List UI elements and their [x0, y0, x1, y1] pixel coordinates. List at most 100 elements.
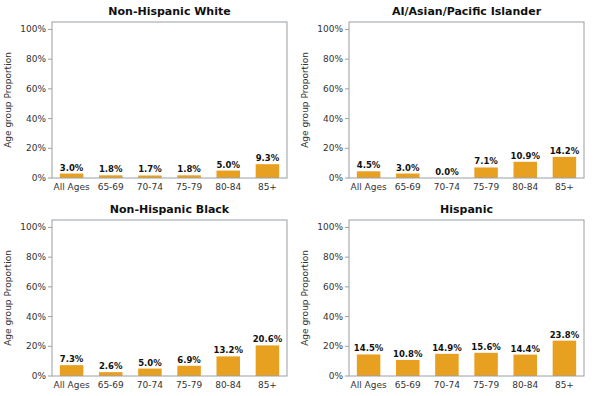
- chart-title: Hispanic: [440, 203, 493, 216]
- x-tick-label: 65-69: [98, 380, 124, 390]
- data-label: 7.3%: [60, 354, 84, 364]
- x-tick-label: 75-79: [176, 182, 202, 192]
- y-tick: [345, 257, 349, 258]
- x-tick-label: 70-74: [137, 182, 163, 192]
- data-label: 5.0%: [138, 358, 162, 368]
- plot-frame: [52, 22, 287, 178]
- y-axis-label: Age group Proportion: [3, 250, 13, 346]
- bar: [474, 353, 498, 376]
- bars: [357, 157, 576, 178]
- bar: [553, 341, 577, 376]
- y-tick: [48, 178, 52, 179]
- y-tick: [48, 257, 52, 258]
- y-tick: [48, 118, 52, 119]
- bar: [99, 372, 123, 376]
- y-tick: [345, 376, 349, 377]
- y-tick: [48, 316, 52, 317]
- bar: [256, 345, 280, 376]
- y-tick-label: 0%: [32, 371, 47, 381]
- y-tick-label: 40%: [26, 114, 46, 124]
- data-label: 14.4%: [511, 344, 541, 354]
- y-tick: [48, 148, 52, 149]
- data-label: 4.5%: [357, 160, 381, 170]
- data-label: 0.0%: [435, 167, 459, 177]
- data-label: 1.8%: [177, 164, 201, 174]
- y-tick-label: 20%: [323, 143, 343, 153]
- data-label: 5.0%: [216, 160, 240, 170]
- bar: [357, 171, 381, 178]
- data-label: 10.9%: [511, 151, 541, 161]
- x-tick-label: 75-79: [473, 182, 499, 192]
- x-tick-label: 80-84: [512, 182, 538, 192]
- y-tick-label: 100%: [20, 222, 46, 232]
- x-tick-label: 85+: [258, 182, 277, 192]
- data-label: 14.9%: [432, 343, 462, 353]
- y-tick-label: 80%: [323, 54, 343, 64]
- y-tick-label: 80%: [323, 252, 343, 262]
- y-tick: [48, 376, 52, 377]
- y-tick: [345, 29, 349, 30]
- bar: [217, 171, 241, 178]
- x-tick-label: 70-74: [434, 380, 460, 390]
- y-axis-label: Age group Proportion: [3, 52, 13, 148]
- data-label: 3.0%: [396, 163, 420, 173]
- y-axis-label: Age group Proportion: [300, 250, 310, 346]
- x-tick-label: All Ages: [54, 182, 90, 192]
- bar: [396, 174, 420, 178]
- bar: [553, 157, 577, 178]
- x-tick-label: 70-74: [434, 182, 460, 192]
- bar: [474, 167, 498, 178]
- x-tick-label: 65-69: [395, 380, 421, 390]
- y-tick-label: 20%: [26, 143, 46, 153]
- y-tick: [345, 346, 349, 347]
- chart-title: Non-Hispanic Black: [110, 203, 230, 216]
- y-tick-label: 60%: [323, 282, 343, 292]
- y-axis-label: Age group Proportion: [300, 52, 310, 148]
- panel: 0%20%40%60%80%100%All Ages65-6970-7475-7…: [3, 203, 287, 390]
- panel: 0%20%40%60%80%100%All Ages65-6970-7475-7…: [300, 5, 584, 192]
- x-tick-label: 75-79: [176, 380, 202, 390]
- bar: [514, 162, 538, 178]
- bar: [217, 356, 241, 376]
- x-tick-label: 65-69: [395, 182, 421, 192]
- x-tick-label: 75-79: [473, 380, 499, 390]
- bar: [357, 354, 381, 376]
- panel: 0%20%40%60%80%100%All Ages65-6970-7475-7…: [300, 203, 584, 390]
- y-tick-label: 100%: [20, 24, 46, 34]
- data-label: 23.8%: [550, 330, 580, 340]
- bar: [138, 369, 162, 376]
- x-tick-label: 85+: [258, 380, 277, 390]
- y-tick: [345, 118, 349, 119]
- y-tick: [345, 227, 349, 228]
- y-tick-label: 60%: [323, 84, 343, 94]
- x-tick-label: 65-69: [98, 182, 124, 192]
- y-tick: [48, 59, 52, 60]
- data-label: 3.0%: [60, 163, 84, 173]
- figure: 0% 20% 40% 60% 80% 100% All Ages 65-69 70-74 75-7…: [0, 0, 594, 396]
- plot-frame: [349, 22, 584, 178]
- y-tick-label: 100%: [317, 24, 343, 34]
- y-tick: [48, 29, 52, 30]
- bar: [514, 355, 538, 376]
- bars: [60, 164, 279, 178]
- data-label: 14.5%: [354, 343, 384, 353]
- data-label: 1.8%: [99, 164, 123, 174]
- y-tick: [48, 286, 52, 287]
- bar: [177, 366, 201, 376]
- x-tick-label: 80-84: [215, 380, 241, 390]
- y-tick-label: 60%: [26, 84, 46, 94]
- y-tick-label: 60%: [26, 282, 46, 292]
- y-tick-label: 40%: [26, 312, 46, 322]
- x-tick-label: All Ages: [351, 380, 387, 390]
- y-tick: [345, 88, 349, 89]
- y-tick: [345, 59, 349, 60]
- y-tick-label: 100%: [317, 222, 343, 232]
- y-tick-label: 0%: [329, 371, 344, 381]
- bar: [396, 360, 420, 376]
- y-tick: [345, 178, 349, 179]
- y-tick: [48, 227, 52, 228]
- plot-frame: [52, 220, 287, 376]
- x-tick-label: 85+: [555, 380, 574, 390]
- panel: 0%20%40%60%80%100%All Ages65-6970-7475-7…: [3, 5, 287, 192]
- data-label: 9.3%: [256, 153, 280, 163]
